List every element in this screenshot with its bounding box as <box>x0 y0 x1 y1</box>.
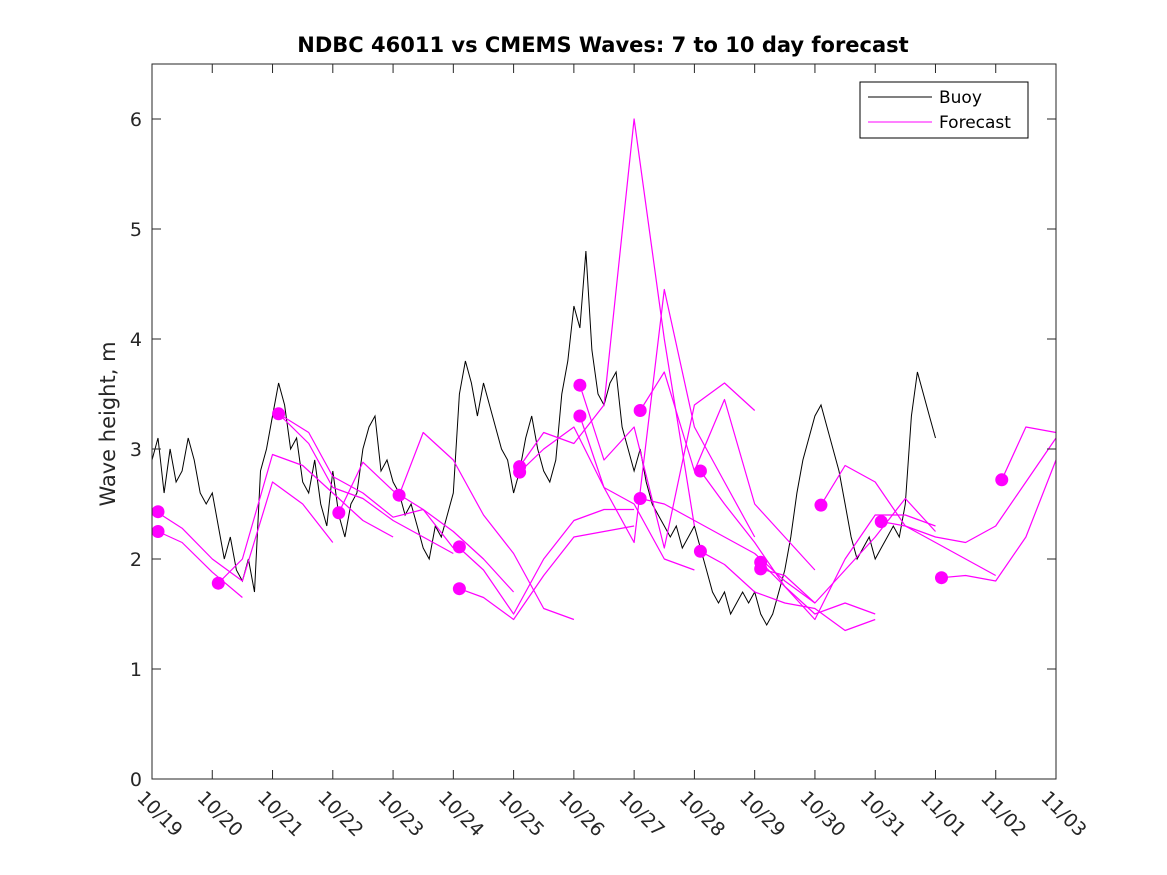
x-tick-label: 11/03 <box>1036 787 1090 841</box>
y-tick-label: 6 <box>130 109 142 131</box>
forecast-marker-18 <box>814 498 828 512</box>
y-tick-label: 5 <box>130 219 142 241</box>
forecast-line-12 <box>579 288 756 544</box>
x-tick-label: 10/27 <box>615 787 669 841</box>
y-axis-ticks: 0 1 2 3 4 5 6 <box>130 109 1056 791</box>
y-tick-label: 4 <box>130 329 142 351</box>
forecast-line-13 <box>639 371 816 571</box>
forecast-marker-6 <box>452 540 466 554</box>
forecast-marker-9 <box>513 465 527 479</box>
plot-background <box>152 64 1056 779</box>
x-tick-label: 10/23 <box>374 787 428 841</box>
forecast-marker-12 <box>633 404 647 417</box>
forecast-series <box>157 118 1057 632</box>
forecast-marker-13 <box>633 492 647 505</box>
chart-title: NDBC 46011 vs CMEMS Waves: 7 to 10 day f… <box>297 33 908 57</box>
forecast-marker-1 <box>151 525 165 538</box>
forecast-line-4 <box>278 413 454 555</box>
forecast-marker-17 <box>754 562 768 576</box>
forecast-line-2 <box>217 453 394 584</box>
forecast-line-17 <box>760 514 936 621</box>
x-tick-label: 11/02 <box>976 787 1030 841</box>
forecast-line-14 <box>640 497 816 604</box>
forecast-marker-15 <box>693 544 707 558</box>
forecast-line-20 <box>881 437 1057 544</box>
forecast-line-16 <box>700 550 876 632</box>
forecast-marker-7 <box>452 582 466 596</box>
forecast-marker-2 <box>211 576 225 590</box>
forecast-marker-11 <box>573 409 587 423</box>
x-tick-label: 10/19 <box>132 787 186 841</box>
forecast-marker-5 <box>392 488 406 502</box>
forecast-marker-14 <box>693 464 707 478</box>
forecast-line-5 <box>338 461 515 593</box>
x-tick-label: 10/28 <box>675 787 729 841</box>
y-tick-label: 1 <box>130 659 142 681</box>
forecast-marker-19 <box>874 515 888 529</box>
x-tick-label: 10/25 <box>494 787 548 841</box>
forecast-marker-10 <box>573 378 587 392</box>
forecast-line-8 <box>459 525 635 621</box>
forecast-marker-0 <box>151 505 165 519</box>
buoy-line <box>151 250 936 627</box>
forecast-line-9 <box>519 118 695 527</box>
legend-box <box>859 81 1029 139</box>
y-tick-label: 3 <box>130 439 142 461</box>
legend-forecast-label: Forecast <box>939 113 1011 133</box>
forecast-line-1 <box>157 530 243 598</box>
forecast-marker-3 <box>272 407 286 421</box>
x-tick-label: 10/30 <box>795 787 849 841</box>
forecast-line-11 <box>579 382 756 549</box>
forecast-line-22 <box>1001 426 1057 481</box>
y-axis-label: Wave height, m <box>96 341 120 506</box>
forecast-marker-4 <box>332 506 346 520</box>
forecast-line-6 <box>398 431 575 621</box>
x-tick-label: 11/01 <box>916 787 970 841</box>
forecast-marker-20 <box>934 571 948 585</box>
plot-area <box>152 64 1056 779</box>
y-tick-label: 0 <box>130 769 142 791</box>
legend: Buoy Forecast <box>859 81 1029 139</box>
legend-buoy-label: Buoy <box>939 88 982 108</box>
x-tick-label: 10/22 <box>313 787 367 841</box>
forecast-marker-21 <box>995 473 1009 487</box>
buoy-series <box>151 250 936 627</box>
forecast-line-7 <box>458 508 635 615</box>
axes-frame <box>151 63 1057 780</box>
forecast-markers <box>151 378 1009 596</box>
forecast-line-0 <box>157 481 334 582</box>
x-tick-label: 10/31 <box>856 787 910 841</box>
x-tick-label: 10/24 <box>434 787 488 841</box>
x-tick-label: 10/29 <box>735 787 789 841</box>
forecast-line-21 <box>941 459 1057 582</box>
y-tick-label: 2 <box>130 549 142 571</box>
x-tick-label: 10/26 <box>554 787 608 841</box>
x-tick-label: 10/21 <box>253 787 307 841</box>
axes <box>151 63 1057 780</box>
forecast-line-18 <box>760 497 936 604</box>
x-tick-label: 10/20 <box>193 787 247 841</box>
